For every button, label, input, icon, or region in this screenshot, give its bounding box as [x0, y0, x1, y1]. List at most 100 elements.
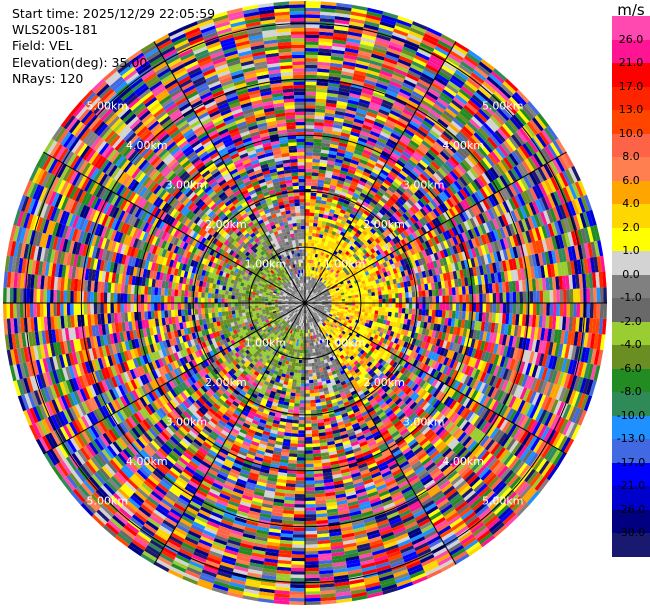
velocity-bin — [408, 297, 413, 303]
velocity-bin — [479, 303, 483, 313]
velocity-bin — [596, 287, 601, 303]
velocity-bin — [321, 263, 325, 268]
velocity-bin — [398, 156, 408, 165]
velocity-bin — [354, 171, 363, 178]
velocity-bin — [317, 272, 321, 277]
velocity-bin — [431, 106, 444, 116]
velocity-bin — [416, 48, 432, 58]
velocity-bin — [355, 212, 362, 219]
velocity-bin — [318, 176, 325, 181]
velocity-bin — [364, 76, 378, 83]
velocity-bin — [310, 287, 313, 291]
velocity-bin — [317, 182, 324, 187]
velocity-bin — [412, 134, 424, 143]
velocity-bin — [364, 218, 371, 225]
velocity-bin — [415, 297, 420, 303]
velocity-bin — [393, 100, 406, 109]
velocity-bin — [342, 184, 350, 191]
velocity-bin — [388, 298, 393, 303]
velocity-bin — [502, 303, 507, 314]
velocity-bin — [321, 256, 326, 261]
velocity-bin — [336, 100, 348, 107]
velocity-bin — [445, 295, 450, 303]
velocity-bin — [542, 290, 547, 303]
velocity-bin — [382, 125, 394, 133]
velocity-bin — [305, 188, 311, 193]
velocity-bin — [349, 134, 359, 141]
velocity-bin — [320, 156, 329, 161]
velocity-bin — [394, 123, 406, 132]
velocity-bin — [369, 101, 381, 109]
velocity-bin — [314, 278, 318, 283]
velocity-bin — [339, 138, 349, 145]
velocity-bin — [371, 295, 376, 300]
velocity-bin — [330, 56, 344, 62]
velocity-bin — [402, 108, 415, 117]
velocity-bin — [589, 303, 594, 319]
velocity-bin — [392, 103, 404, 112]
velocity-bin — [453, 72, 467, 84]
velocity-bin — [361, 293, 366, 297]
velocity-bin — [323, 183, 331, 189]
velocity-bin — [340, 166, 349, 173]
velocity-bin — [404, 105, 416, 115]
velocity-bin — [438, 310, 443, 318]
velocity-bin — [341, 67, 355, 74]
velocity-bin — [319, 31, 334, 36]
velocity-bin — [320, 273, 324, 278]
velocity-bin — [396, 120, 408, 129]
velocity-bin — [391, 180, 400, 189]
velocity-bin — [331, 52, 345, 58]
velocity-bin — [334, 16, 351, 22]
velocity-bin — [465, 311, 470, 321]
velocity-bin — [305, 27, 320, 32]
velocity-bin — [448, 310, 453, 319]
velocity-bin — [427, 88, 441, 98]
velocity-bin — [372, 124, 383, 132]
velocity-bin — [366, 216, 373, 223]
velocity-bin — [307, 293, 310, 297]
velocity-bin — [311, 273, 315, 278]
velocity-bin — [344, 47, 359, 54]
velocity-bin — [383, 57, 398, 65]
velocity-bin — [549, 290, 554, 303]
velocity-bin — [465, 303, 470, 312]
velocity-bin — [319, 28, 334, 33]
velocity-bin — [451, 310, 456, 319]
velocity-bin — [332, 196, 340, 201]
velocity-bin — [415, 51, 430, 61]
velocity-bin — [338, 87, 351, 93]
velocity-bin — [372, 92, 385, 100]
velocity-bin — [414, 111, 426, 121]
velocity-bin — [351, 195, 359, 202]
velocity-bin — [320, 1, 337, 6]
velocity-bin — [486, 293, 490, 303]
velocity-bin — [395, 64, 409, 74]
velocity-bin — [382, 99, 394, 107]
velocity-bin — [305, 4, 321, 9]
velocity-bin — [334, 189, 342, 195]
velocity-bin — [432, 79, 446, 90]
velocity-bin — [408, 308, 413, 315]
velocity-bin — [344, 115, 355, 122]
velocity-bin — [312, 281, 315, 285]
velocity-bin — [390, 132, 401, 141]
velocity-bin — [401, 49, 416, 58]
velocity-bin — [599, 303, 604, 319]
velocity-bin — [451, 99, 464, 110]
velocity-bin — [305, 168, 312, 173]
velocity-bin — [314, 112, 325, 117]
velocity-bin — [349, 21, 365, 28]
velocity-bin — [344, 246, 350, 251]
velocity-bin — [400, 134, 411, 143]
velocity-bin — [346, 37, 361, 44]
velocity-bin — [338, 142, 348, 148]
velocity-bin — [374, 143, 385, 151]
velocity-bin — [305, 91, 317, 96]
velocity-bin — [323, 252, 327, 257]
velocity-bin — [341, 298, 346, 302]
velocity-bin — [420, 72, 435, 83]
velocity-bin — [418, 125, 430, 135]
velocity-bin — [367, 108, 379, 115]
velocity-bin — [342, 248, 348, 254]
